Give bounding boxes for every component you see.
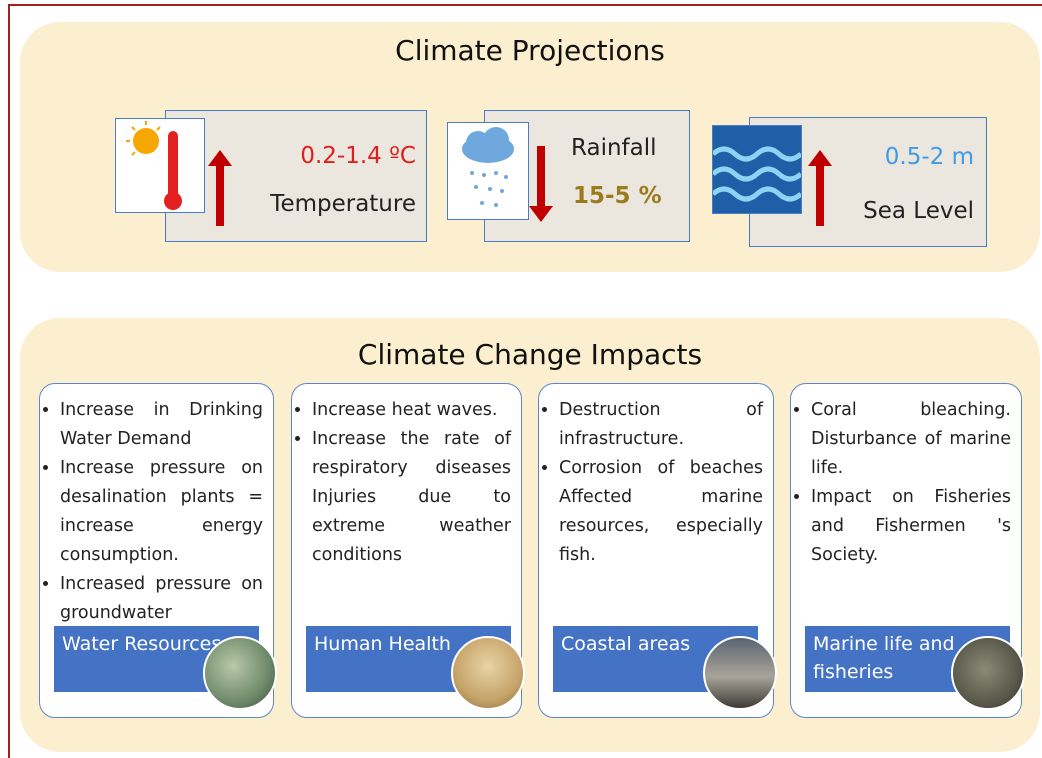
impact-card: Increase heat waves.Increase the rate of…: [291, 383, 525, 718]
bullet: Corrosion of beaches Affected marine res…: [559, 454, 763, 570]
card-photo: [703, 636, 777, 710]
impact-card: Destruction of infrastructure.Corrosion …: [538, 383, 777, 718]
bullet: Impact on Fisheries and Fishermen 's Soc…: [811, 483, 1011, 570]
bullet-list: Coral bleaching. Disturbance of marine l…: [791, 384, 1021, 570]
impacts-title: Climate Change Impacts: [357, 338, 703, 371]
frame-top: [8, 4, 1042, 6]
bullet: Increase the rate of respiratory disease…: [312, 425, 511, 570]
bullet: Increased pressure on groundwater: [60, 570, 263, 628]
down-arrow: [529, 146, 553, 222]
bullet: Increase pressure on desalination plants…: [60, 454, 263, 570]
bullet: Increase in Drinking Water Demand: [60, 396, 263, 454]
projections-title: Climate Projections: [395, 34, 665, 67]
waves: [713, 126, 801, 213]
up-arrow: [208, 150, 232, 226]
temperature-icon: [115, 118, 205, 213]
rainfall-icon: [447, 122, 529, 220]
rainfall-label: Rainfall: [571, 135, 657, 161]
temperature-label: Temperature: [270, 191, 416, 217]
card-photo: [451, 636, 525, 710]
temperature-box: 0.2-1.4 ºC Temperature: [165, 110, 427, 242]
rainfall-value: 15-5 %: [573, 183, 662, 209]
up-arrow: [808, 150, 832, 226]
bullet: Increase heat waves.: [312, 396, 511, 425]
temperature-value: 0.2-1.4 ºC: [300, 143, 416, 169]
bullet: Destruction of infrastructure.: [559, 396, 763, 454]
sea-icon: [712, 125, 802, 214]
impact-card: Coral bleaching. Disturbance of marine l…: [790, 383, 1025, 718]
sea-level-value: 0.5-2 m: [884, 144, 974, 170]
frame-left: [8, 4, 10, 758]
rain-cloud: [462, 127, 514, 207]
bullet-list: Increase heat waves.Increase the rate of…: [292, 384, 521, 570]
impact-card: Increase in Drinking Water DemandIncreas…: [39, 383, 277, 718]
bullet-list: Destruction of infrastructure.Corrosion …: [539, 384, 773, 570]
card-photo: [951, 636, 1025, 710]
card-photo: [203, 636, 277, 710]
sea-level-label: Sea Level: [863, 198, 974, 224]
sun-thermometer: [126, 121, 182, 210]
bullet-list: Increase in Drinking Water DemandIncreas…: [40, 384, 273, 628]
bullet: Coral bleaching. Disturbance of marine l…: [811, 396, 1011, 483]
